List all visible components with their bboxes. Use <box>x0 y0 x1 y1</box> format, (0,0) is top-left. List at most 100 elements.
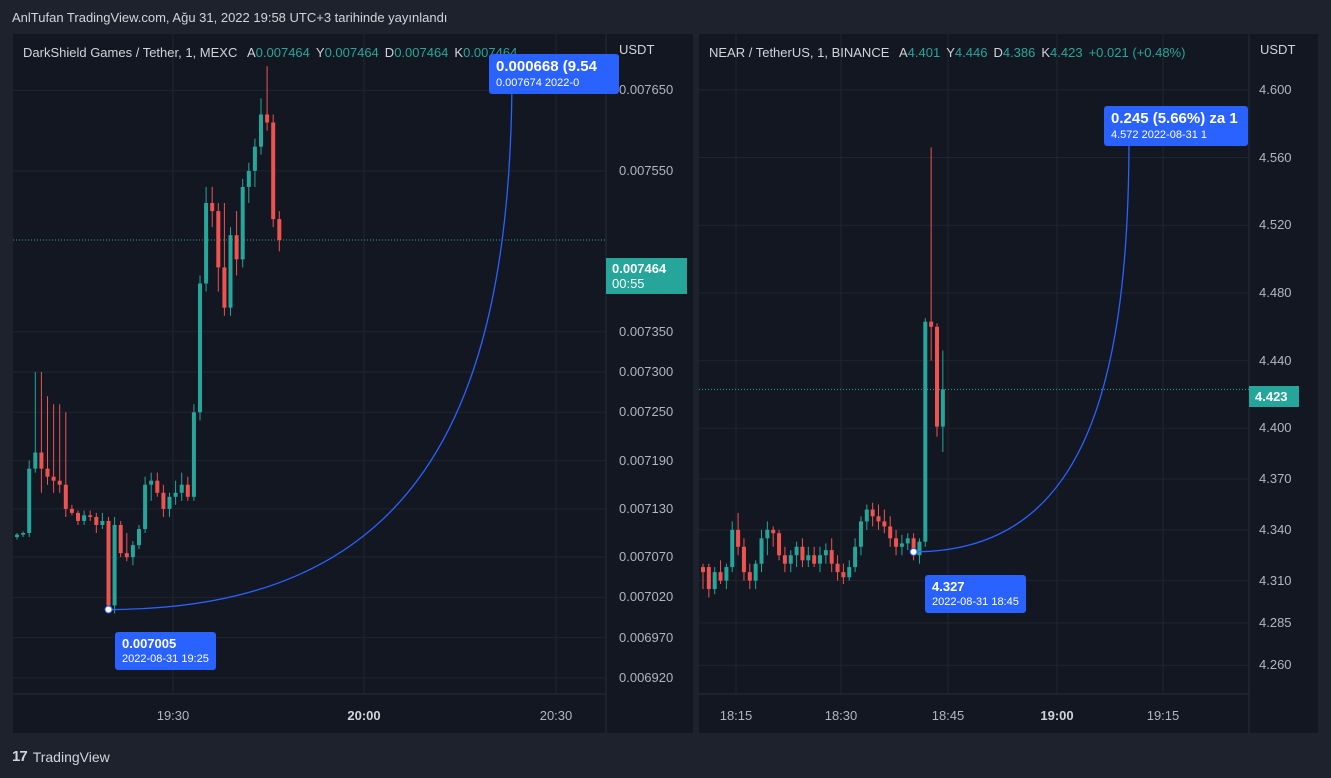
candle-body <box>39 452 44 469</box>
measure-start-point[interactable] <box>909 547 918 556</box>
measure-curve[interactable] <box>913 137 1130 553</box>
measure-callout-top[interactable]: 0.000668 (9.54 0.007674 2022-0 <box>489 54 619 94</box>
price-tick-label: 0.007130 <box>619 500 674 516</box>
measure-callout-bottom[interactable]: 4.327 2022-08-31 18:45 <box>925 575 1026 613</box>
candle-body <box>228 235 233 308</box>
price-tick-label: 4.260 <box>1259 657 1292 673</box>
candle-body <box>155 480 160 493</box>
bar-countdown: 00:55 <box>612 276 645 291</box>
candle-body <box>747 572 752 581</box>
price-tick-label: 4.560 <box>1259 149 1292 165</box>
candle-body <box>179 484 184 493</box>
tradingview-brand[interactable]: 17 TradingView <box>12 748 110 765</box>
price-tick-label: 0.007020 <box>619 589 674 605</box>
candle-body <box>771 529 776 534</box>
price-tick-label: 0.007190 <box>619 452 674 468</box>
candle-body <box>252 146 257 171</box>
price-tick-label: 0.007250 <box>619 404 674 420</box>
time-tick-label: 18:45 <box>931 708 965 723</box>
measure-curve[interactable] <box>108 71 513 611</box>
candle-body <box>823 550 828 556</box>
candle-body <box>800 546 805 561</box>
time-tick-label: 18:15 <box>719 708 753 723</box>
candle-body <box>864 509 869 522</box>
candle-body <box>718 572 723 581</box>
candle-body <box>246 170 251 187</box>
candle-body <box>741 546 746 573</box>
ohlc-item: Y4.446 <box>946 45 988 60</box>
candle-body <box>21 533 26 535</box>
price-tick-label: 0.007650 <box>619 82 674 98</box>
ohlc-item: A0.007464 <box>246 45 310 60</box>
chart-canvas-near[interactable] <box>699 34 1318 733</box>
candle-body <box>88 515 93 517</box>
price-tick-label: 4.480 <box>1259 284 1292 300</box>
candle-body <box>730 529 735 568</box>
candle-body <box>701 567 705 573</box>
candle-body <box>45 468 50 477</box>
candle-body <box>929 321 934 327</box>
symbol-legend: NEAR / TetherUS, 1, BINANCE A4.401 Y4.446… <box>709 45 1185 60</box>
candle-body <box>277 219 282 241</box>
candle-body <box>876 516 881 522</box>
candle-body <box>82 515 87 521</box>
candle-body <box>829 550 834 564</box>
candle-body <box>204 203 209 284</box>
candle-body <box>753 563 758 581</box>
candle-body <box>706 567 711 590</box>
candle-body <box>905 538 910 544</box>
candle-body <box>185 484 190 497</box>
candle-body <box>149 480 154 485</box>
candle-body <box>271 122 276 220</box>
time-tick-label: 19:15 <box>1146 708 1180 723</box>
ohlc-item: +0.021 (+0.48%) <box>1088 45 1186 60</box>
time-tick-label: 19:00 <box>1040 708 1074 723</box>
price-tick-label: 0.006920 <box>619 669 674 685</box>
candle-body <box>765 529 770 539</box>
candle-body <box>130 545 135 558</box>
time-tick-label: 20:00 <box>347 708 381 723</box>
last-price-tag: 0.007464 00:55 <box>606 258 687 294</box>
price-tick-label: 4.600 <box>1259 81 1292 97</box>
candle-body <box>853 546 858 568</box>
candle-body <box>917 541 922 556</box>
chart-panel-near[interactable]: NEAR / TetherUS, 1, BINANCE A4.401 Y4.446… <box>699 34 1318 733</box>
candle-body <box>51 476 56 481</box>
symbol-title: DarkShield Games / Tether, 1, MEXC <box>23 45 238 60</box>
measure-callout-bottom[interactable]: 0.007005 2022-08-31 19:25 <box>115 632 216 670</box>
last-price-value: 0.007464 <box>612 261 667 276</box>
candle-body <box>794 546 799 556</box>
candle-body <box>173 492 178 497</box>
ohlc-item: K4.423 <box>1041 45 1083 60</box>
price-tick-label: 4.285 <box>1259 614 1292 630</box>
candle-body <box>161 492 166 509</box>
candle-body <box>69 508 74 513</box>
price-tick-label: 4.310 <box>1259 572 1292 588</box>
measure-start-point[interactable] <box>104 605 113 614</box>
chart-panel-darkshield[interactable]: DarkShield Games / Tether, 1, MEXC A0.00… <box>13 34 693 733</box>
candle-body <box>870 509 875 517</box>
candle-body <box>76 512 80 521</box>
candle-body <box>240 186 245 260</box>
candle-body <box>118 524 123 554</box>
candle-body <box>15 534 19 538</box>
candle-body <box>777 533 782 556</box>
chart-canvas-darkshield[interactable] <box>13 34 693 733</box>
candle-body <box>788 555 793 564</box>
brand-name: TradingView <box>32 748 110 765</box>
candle-body <box>216 211 221 268</box>
candle-body <box>835 563 840 573</box>
price-tick-label: 0.006970 <box>619 629 674 645</box>
measure-start-price: 4.327 <box>932 579 965 594</box>
candle-body <box>858 521 863 547</box>
candle-body <box>100 520 105 525</box>
measure-callout-top[interactable]: 0.245 (5.66%) za 1 4.572 2022-08-31 1 <box>1104 106 1248 146</box>
measure-change: 0.000668 (9.54 <box>496 58 597 75</box>
measure-start-time: 2022-08-31 19:25 <box>122 653 209 665</box>
candle-body <box>806 555 811 561</box>
candle-body <box>736 529 741 547</box>
candle-body <box>847 567 852 578</box>
time-tick-label: 18:30 <box>824 708 858 723</box>
candle-body <box>724 567 729 581</box>
publication-header: AnlTufan TradingView.com, Ağu 31, 2022 1… <box>12 10 448 25</box>
